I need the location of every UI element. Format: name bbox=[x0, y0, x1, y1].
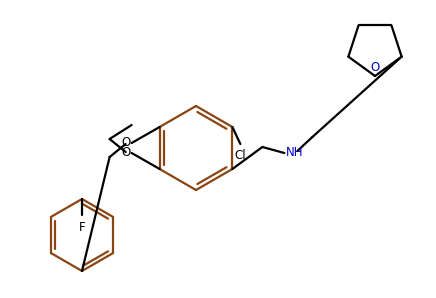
Text: Cl: Cl bbox=[235, 149, 246, 162]
Text: F: F bbox=[78, 221, 85, 234]
Text: O: O bbox=[370, 61, 380, 74]
Text: NH: NH bbox=[286, 147, 304, 159]
Text: O: O bbox=[121, 147, 131, 159]
Text: O: O bbox=[121, 136, 131, 150]
